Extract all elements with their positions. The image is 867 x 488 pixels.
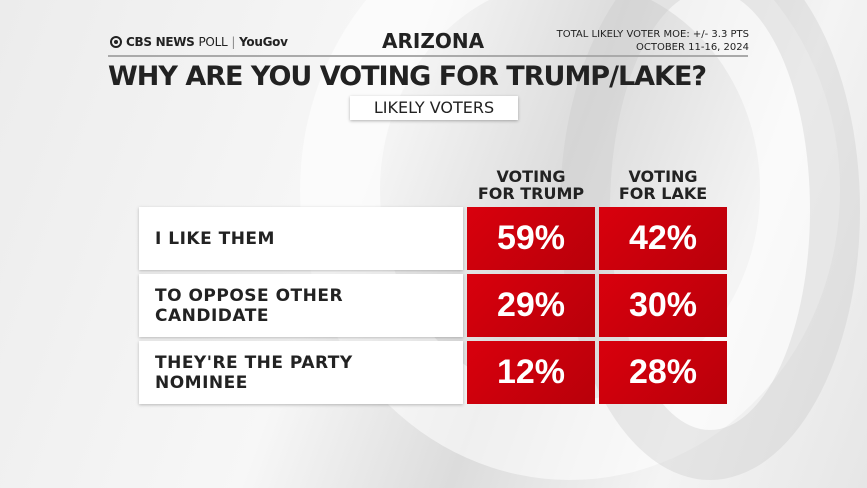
- value: 28%: [628, 353, 698, 391]
- divider: [108, 55, 748, 57]
- value-cell: 12%: [467, 341, 595, 404]
- value: 42%: [628, 219, 698, 257]
- column-header-trump: VOTING FOR TRUMP: [467, 168, 595, 202]
- value: 59%: [496, 219, 566, 257]
- column-header-line: FOR TRUMP: [477, 184, 585, 203]
- page-title: WHY ARE YOU VOTING FOR TRUMP/LAKE?: [108, 61, 707, 92]
- table-row: TO OPPOSE OTHER CANDIDATE 29% 30%: [139, 274, 727, 337]
- value-cell: 42%: [599, 207, 727, 270]
- row-label: THEY'RE THE PARTY NOMINEE: [139, 341, 463, 404]
- cbs-eye-icon: [110, 36, 122, 48]
- row-label: TO OPPOSE OTHER CANDIDATE: [139, 274, 463, 337]
- value: 29%: [496, 286, 566, 324]
- table-row: I LIKE THEM 59% 42%: [139, 207, 727, 270]
- row-label: I LIKE THEM: [139, 207, 463, 270]
- value-cell: 59%: [467, 207, 595, 270]
- partner: YouGov: [239, 35, 288, 49]
- column-header-line: VOTING: [628, 167, 698, 186]
- column-header-lake: VOTING FOR LAKE: [599, 168, 727, 202]
- moe-info: TOTAL LIKELY VOTER MOE: +/- 3.3 PTS OCTO…: [557, 28, 749, 54]
- dates: OCTOBER 11-16, 2024: [635, 42, 749, 53]
- value: 12%: [496, 353, 566, 391]
- column-header-line: FOR LAKE: [618, 184, 708, 203]
- value-cell: 30%: [599, 274, 727, 337]
- value: 30%: [628, 286, 698, 324]
- poll-label: POLL: [198, 35, 228, 49]
- column-header-line: VOTING: [496, 167, 566, 186]
- table-row: THEY'RE THE PARTY NOMINEE 12% 28%: [139, 341, 727, 404]
- divider: |: [231, 35, 236, 49]
- value-cell: 29%: [467, 274, 595, 337]
- brand: CBS NEWS: [126, 35, 195, 49]
- logo: CBS NEWS POLL | YouGov: [110, 35, 288, 49]
- subtitle-badge: LIKELY VOTERS: [350, 96, 518, 120]
- moe: TOTAL LIKELY VOTER MOE: +/- 3.3 PTS: [556, 29, 749, 40]
- state-title: ARIZONA: [382, 29, 485, 53]
- value-cell: 28%: [599, 341, 727, 404]
